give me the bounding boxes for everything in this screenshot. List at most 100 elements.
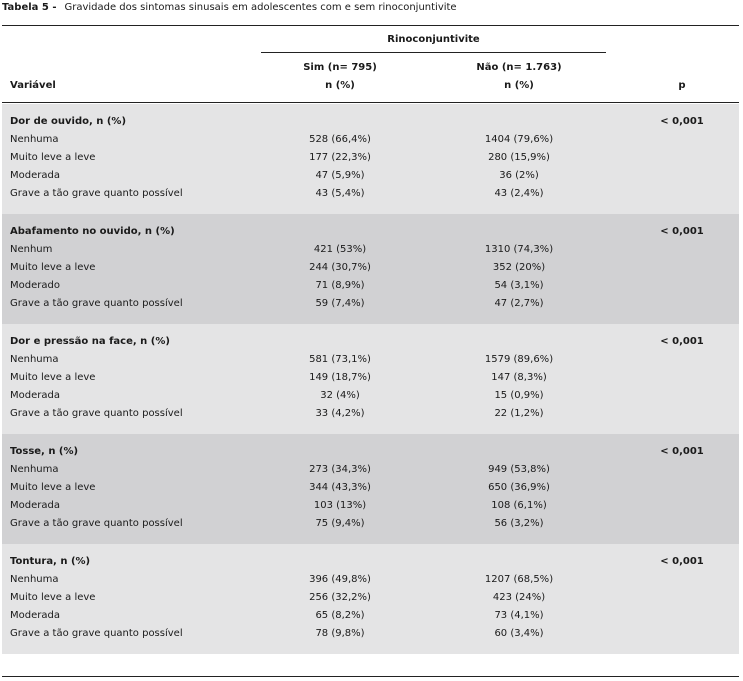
cell-sim: 149 (18,7%) (309, 372, 371, 383)
section-title-row: Tosse, n (%) < 0,001 (2, 443, 739, 461)
section-title-row: Tontura, n (%) < 0,001 (2, 553, 739, 571)
section-tosse: Tosse, n (%) < 0,001 Nenhuma 273 (34,3%)… (2, 434, 739, 544)
cell-sim: 177 (22,3%) (309, 152, 371, 163)
row-label: Moderada (10, 390, 60, 401)
row-label: Grave a tão grave quanto possível (10, 408, 183, 419)
top-rule (2, 25, 739, 27)
table-row: Grave a tão grave quanto possível 43 (5,… (2, 185, 739, 203)
header-nao-unit: n (%) (504, 80, 534, 91)
section-title-row: Dor de ouvido, n (%) < 0,001 (2, 113, 739, 131)
table-caption: Tabela 5 - Gravidade dos sintomas sinusai… (2, 0, 457, 16)
section-title: Tontura, n (%) (10, 556, 91, 567)
table-row: Muito leve a leve 177 (22,3%) 280 (15,9%… (2, 149, 739, 167)
cell-nao: 36 (2%) (499, 170, 539, 181)
cell-nao: 1207 (68,5%) (484, 574, 554, 585)
cell-nao: 54 (3,1%) (494, 280, 544, 291)
table-row: Grave a tão grave quanto possível 33 (4,… (2, 405, 739, 423)
table-row: Moderada 103 (13%) 108 (6,1%) (2, 497, 739, 515)
cell-sim: 78 (9,8%) (315, 628, 365, 639)
p-value: < 0,001 (660, 116, 704, 127)
bottom-rule (2, 676, 739, 678)
header-variable: Variável (10, 80, 56, 91)
caption-text: Gravidade dos sintomas sinusais em adole… (64, 2, 457, 13)
p-value: < 0,001 (660, 556, 704, 567)
section-title-row: Abafamento no ouvido, n (%) < 0,001 (2, 223, 739, 241)
row-label: Nenhum (10, 244, 53, 255)
cell-nao: 73 (4,1%) (494, 610, 544, 621)
cell-sim: 32 (4%) (320, 390, 360, 401)
cell-sim: 344 (43,3%) (309, 482, 371, 493)
cell-sim: 65 (8,2%) (315, 610, 365, 621)
row-label: Muito leve a leve (10, 152, 96, 163)
row-label: Muito leve a leve (10, 482, 96, 493)
table-row: Muito leve a leve 344 (43,3%) 650 (36,9%… (2, 479, 739, 497)
header-sim: Sim (n= 795) (303, 62, 377, 73)
row-label: Moderada (10, 610, 60, 621)
table-row: Nenhuma 528 (66,4%) 1404 (79,6%) (2, 131, 739, 149)
header-nao: Não (n= 1.763) (476, 62, 562, 73)
table-row: Moderado 71 (8,9%) 54 (3,1%) (2, 277, 739, 295)
cell-nao: 43 (2,4%) (494, 188, 544, 199)
header-sim-unit: n (%) (325, 80, 355, 91)
section-title-row: Dor e pressão na face, n (%) < 0,001 (2, 333, 739, 351)
caption-label: Tabela 5 - (2, 2, 57, 13)
section-abafamento-no-ouvido: Abafamento no ouvido, n (%) < 0,001 Nenh… (2, 214, 739, 324)
cell-nao: 949 (53,8%) (488, 464, 550, 475)
cell-sim: 273 (34,3%) (309, 464, 371, 475)
table-row: Muito leve a leve 256 (32,2%) 423 (24%) (2, 589, 739, 607)
section-title: Tosse, n (%) (10, 446, 79, 457)
cell-nao: 352 (20%) (492, 262, 546, 273)
row-label: Nenhuma (10, 574, 59, 585)
cell-sim: 59 (7,4%) (315, 298, 365, 309)
row-label: Moderada (10, 170, 60, 181)
section-title: Dor de ouvido, n (%) (10, 116, 127, 127)
row-label: Grave a tão grave quanto possível (10, 518, 183, 529)
section-tontura: Tontura, n (%) < 0,001 Nenhuma 396 (49,8… (2, 544, 739, 654)
cell-sim: 581 (73,1%) (309, 354, 371, 365)
row-label: Moderada (10, 500, 60, 511)
row-label: Nenhuma (10, 464, 59, 475)
cell-sim: 396 (49,8%) (309, 574, 371, 585)
cell-nao: 108 (6,1%) (491, 500, 547, 511)
cell-nao: 423 (24%) (492, 592, 546, 603)
cell-nao: 15 (0,9%) (494, 390, 544, 401)
row-label: Muito leve a leve (10, 592, 96, 603)
row-label: Muito leve a leve (10, 372, 96, 383)
row-label: Nenhuma (10, 134, 59, 145)
cell-nao: 22 (1,2%) (494, 408, 544, 419)
cell-sim: 71 (8,9%) (315, 280, 365, 291)
table-row: Nenhuma 273 (34,3%) 949 (53,8%) (2, 461, 739, 479)
table-row: Nenhum 421 (53%) 1310 (74,3%) (2, 241, 739, 259)
row-label: Muito leve a leve (10, 262, 96, 273)
cell-sim: 47 (5,9%) (315, 170, 365, 181)
p-value: < 0,001 (660, 336, 704, 347)
table-row: Nenhuma 396 (49,8%) 1207 (68,5%) (2, 571, 739, 589)
cell-nao: 650 (36,9%) (488, 482, 550, 493)
cell-sim: 256 (32,2%) (309, 592, 371, 603)
table-row: Grave a tão grave quanto possível 59 (7,… (2, 295, 739, 313)
cell-nao: 56 (3,2%) (494, 518, 544, 529)
row-label: Grave a tão grave quanto possível (10, 188, 183, 199)
header-group-rule (261, 52, 606, 53)
table-row: Grave a tão grave quanto possível 78 (9,… (2, 625, 739, 643)
header-group-rinoconjuntivite: Rinoconjuntivite (387, 34, 480, 45)
cell-nao: 280 (15,9%) (488, 152, 550, 163)
cell-nao: 1579 (89,6%) (484, 354, 554, 365)
p-value: < 0,001 (660, 446, 704, 457)
cell-nao: 147 (8,3%) (491, 372, 547, 383)
row-label: Grave a tão grave quanto possível (10, 628, 183, 639)
cell-sim: 103 (13%) (313, 500, 367, 511)
header-rule (2, 102, 739, 104)
row-label: Grave a tão grave quanto possível (10, 298, 183, 309)
row-label: Nenhuma (10, 354, 59, 365)
cell-sim: 421 (53%) (313, 244, 367, 255)
row-label: Moderado (10, 280, 60, 291)
table-row: Muito leve a leve 244 (30,7%) 352 (20%) (2, 259, 739, 277)
cell-sim: 244 (30,7%) (309, 262, 371, 273)
section-title: Dor e pressão na face, n (%) (10, 336, 170, 347)
cell-nao: 1310 (74,3%) (484, 244, 554, 255)
section-dor-de-ouvido: Dor de ouvido, n (%) < 0,001 Nenhuma 528… (2, 104, 739, 214)
section-title: Abafamento no ouvido, n (%) (10, 226, 175, 237)
table-row: Grave a tão grave quanto possível 75 (9,… (2, 515, 739, 533)
